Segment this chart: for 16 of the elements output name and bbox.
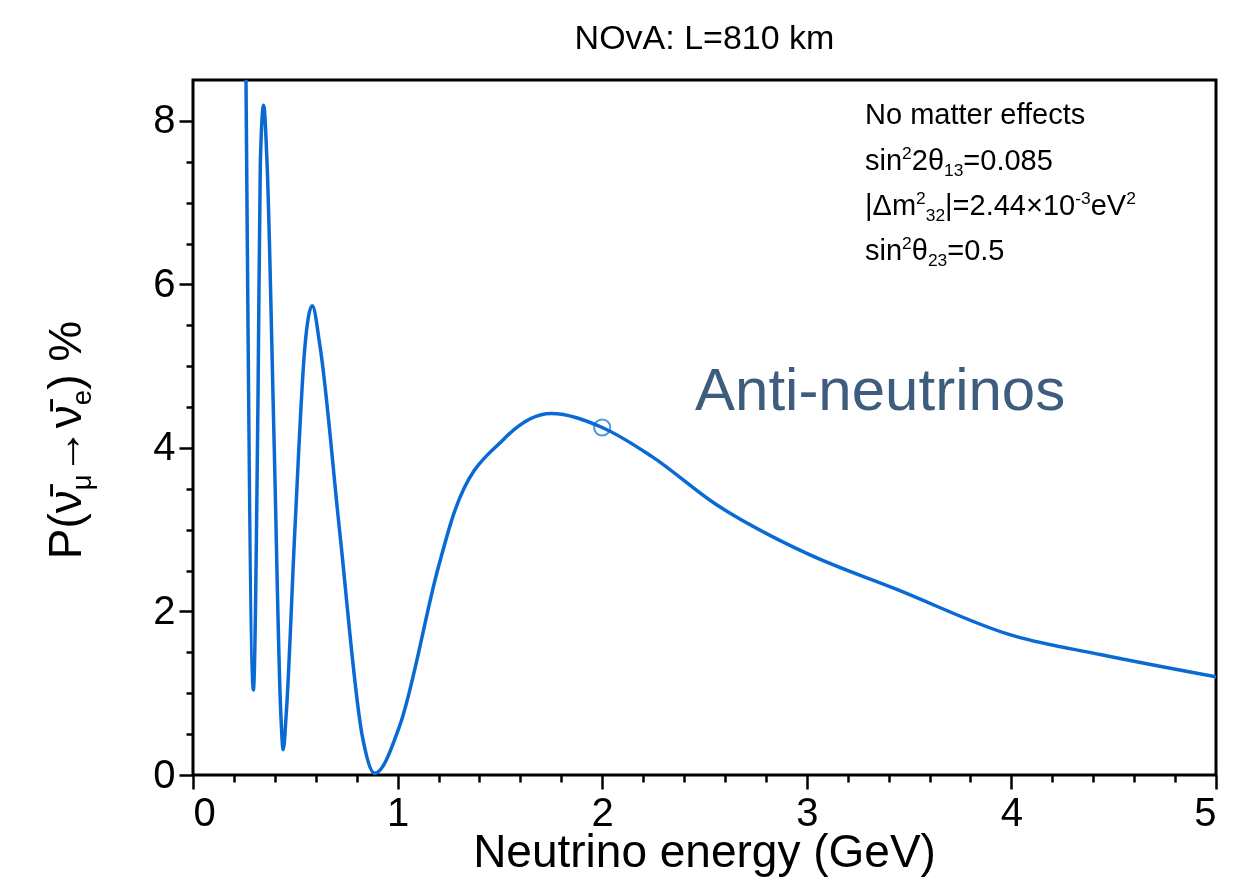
y-tick-label: 2 <box>153 587 176 632</box>
y-tick-label: 0 <box>153 751 176 796</box>
x-tick-label: 4 <box>1000 789 1024 834</box>
x-tick-label: 0 <box>193 789 216 834</box>
annotation: sin$^{2}$θ$_{23}$=0.5 <box>865 233 1005 271</box>
x-tick-label: 1 <box>386 789 410 834</box>
line-series <box>244 80 1216 775</box>
annotation: sin$^{2}$2θ$_{13}$=0.085 <box>865 143 1053 181</box>
annotation: No matter effects <box>865 98 1086 130</box>
y-tick-label: 4 <box>153 424 176 469</box>
chart-title: NOvA: L=810 km <box>574 18 835 56</box>
annotation: |Δm$^{2}$$_{32}$|=2.44×10$^{-3}$eV$^{2}$ <box>865 188 1136 226</box>
y-tick-label: 6 <box>153 260 176 305</box>
y-tick-label: 8 <box>153 97 176 142</box>
annotation: Anti-neutrinos <box>695 355 1066 424</box>
x-tick-label: 5 <box>1194 789 1217 834</box>
